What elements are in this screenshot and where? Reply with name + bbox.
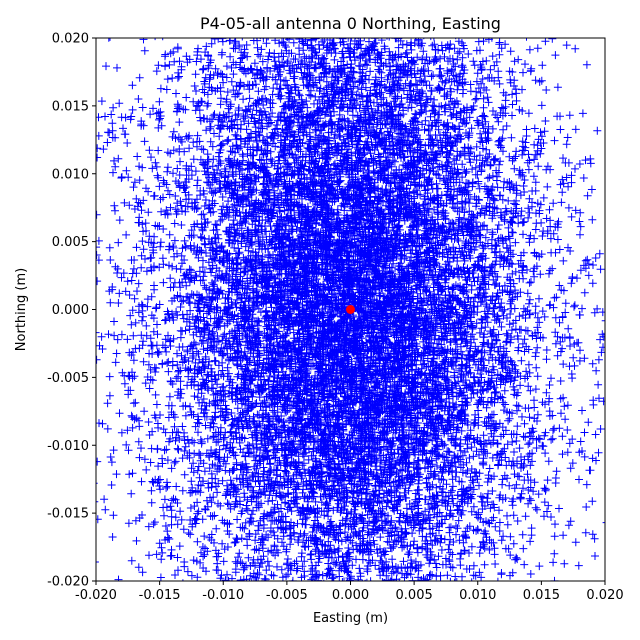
y-tick-label: -0.010 — [47, 439, 89, 454]
data-points-plus — [96, 38, 605, 581]
x-tick-label: -0.010 — [202, 588, 244, 603]
x-tick-label: -0.020 — [75, 588, 117, 603]
y-tick-label: -0.005 — [47, 371, 89, 386]
x-tick-label: -0.015 — [139, 588, 181, 603]
y-axis-label: Northing (m) — [14, 268, 29, 351]
y-tick-label: 0.020 — [52, 32, 89, 47]
y-tick-label: 0.015 — [52, 99, 89, 114]
x-tick-label: 0.000 — [332, 588, 369, 603]
y-tick-label: 0.010 — [52, 167, 89, 182]
y-tick-label: 0.000 — [52, 303, 89, 318]
x-tick-label: 0.010 — [459, 588, 496, 603]
chart-title: P4-05-all antenna 0 Northing, Easting — [200, 14, 501, 33]
y-tick-label: -0.015 — [47, 507, 89, 522]
x-tick-label: -0.005 — [266, 588, 308, 603]
y-axis: -0.020 -0.015 -0.010 -0.005 0.000 0.005 0.010 0… — [47, 32, 96, 590]
y-tick-label: -0.020 — [47, 575, 89, 590]
y-tick-label: 0.005 — [52, 235, 89, 250]
center-marker-layer — [346, 305, 355, 314]
x-axis: -0.020 -0.015 -0.010 -0.005 0.000 0.005 0.010 0… — [75, 581, 624, 603]
x-tick-label: 0.005 — [396, 588, 433, 603]
x-axis-label: Easting (m) — [313, 611, 388, 626]
center-point-marker — [346, 305, 355, 314]
x-tick-label: 0.020 — [586, 588, 623, 603]
points-layer — [96, 38, 605, 581]
x-tick-label: 0.015 — [523, 588, 560, 603]
